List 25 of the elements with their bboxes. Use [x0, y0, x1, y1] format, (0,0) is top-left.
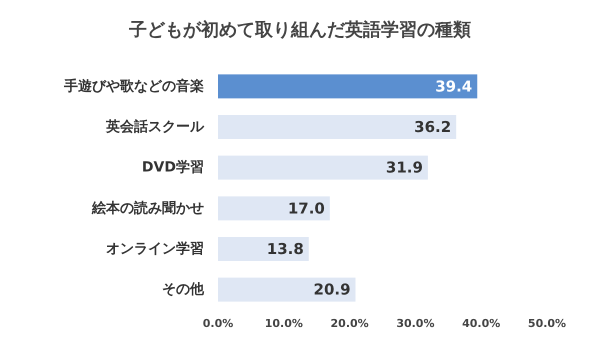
bar: [218, 278, 356, 302]
x-tick-label: 20.0%: [330, 317, 369, 330]
x-tick-label: 0.0%: [202, 317, 234, 330]
y-tick-label: その他: [162, 282, 205, 298]
x-tick-label: 30.0%: [396, 317, 434, 330]
data-label: 17.0: [288, 199, 325, 218]
x-tick-label: 50.0%: [528, 317, 566, 330]
y-tick-label: オンライン学習: [106, 241, 204, 257]
x-tick-label: 10.0%: [264, 317, 303, 330]
bar: [218, 237, 309, 261]
x-tick-label: 40.0%: [462, 317, 500, 330]
bar: [218, 156, 428, 180]
bar: [218, 196, 330, 220]
y-tick-label: DVD学習: [142, 160, 204, 176]
data-label: 36.2: [414, 118, 452, 136]
data-label: 13.8: [266, 240, 304, 258]
data-label: 39.4: [435, 77, 472, 96]
y-tick-label: 英会話スクール: [105, 119, 205, 135]
data-label: 20.9: [314, 280, 351, 299]
chart-title: 子どもが初めて取り組んだ英語学習の種類: [128, 20, 471, 40]
data-label: 31.9: [386, 158, 423, 177]
y-tick-label: 手遊びや歌などの音楽: [63, 77, 204, 94]
bar: [218, 74, 478, 98]
bar: [218, 115, 456, 139]
y-tick-label: 絵本の読み聞かせ: [91, 199, 204, 216]
